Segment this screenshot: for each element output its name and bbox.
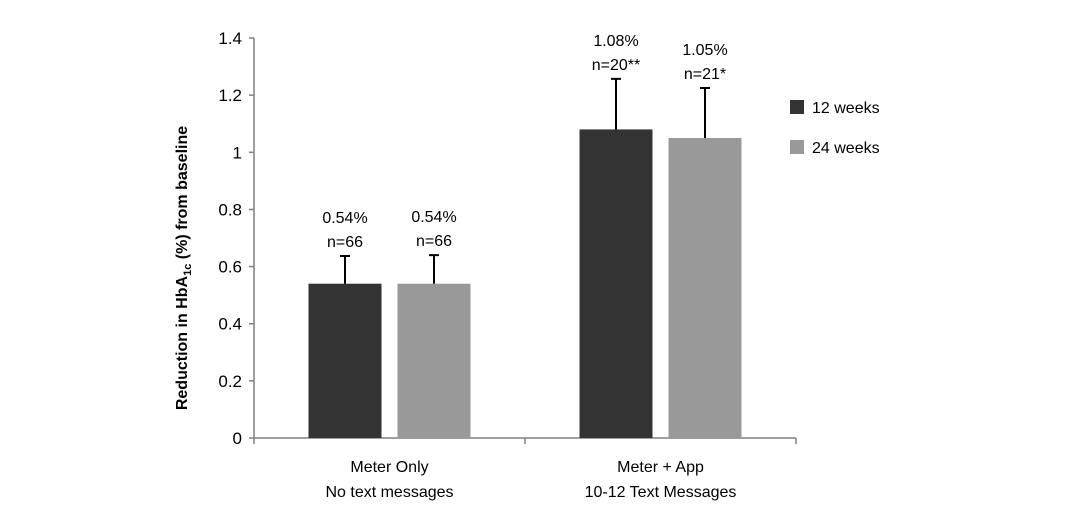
y-tick-label: 0.2 (218, 372, 242, 391)
bar-12-weeks (308, 283, 382, 438)
y-tick-label: 0.8 (218, 200, 242, 219)
data-label-percent: 1.08% (593, 33, 638, 50)
y-axis-label-subscript: 1c (182, 264, 194, 276)
data-label-percent: 1.05% (682, 42, 727, 59)
bar-24-weeks (397, 283, 471, 438)
data-label-n: n=66 (327, 234, 363, 251)
x-category-label-line2: 10-12 Text Messages (585, 484, 737, 501)
y-tick-label: 0.4 (218, 315, 242, 334)
bar-24-weeks (668, 138, 742, 438)
y-axis-label-suffix: (%) from baseline (174, 126, 191, 264)
y-axis-label: Reduction in HbA1c (%) from baseline (174, 126, 194, 410)
x-category-label-line2: No text messages (325, 484, 453, 501)
data-label-percent: 0.54% (411, 209, 456, 226)
legend-swatch (790, 100, 804, 114)
bars: 0.54% n=66 1.08% n=20** 0.54% n=66 1.05% n=21* (308, 33, 742, 438)
legend-swatch (790, 140, 804, 154)
y-axis-label-prefix: Reduction in HbA (174, 275, 191, 410)
axes: 0 0.2 0.4 0.6 0.8 1 1.2 1.4 Meter Only No text me… (218, 29, 797, 501)
legend: 12 weeks 24 weeks (790, 100, 880, 157)
y-tick-label: 1.4 (218, 29, 242, 48)
legend-label: 12 weeks (812, 100, 880, 117)
y-tick-label: 1 (233, 143, 242, 162)
data-label-percent: 0.54% (322, 210, 367, 227)
y-tick-label: 0 (233, 429, 242, 448)
bar-12-weeks (579, 129, 653, 438)
x-category-label-line1: Meter + App (617, 459, 704, 476)
y-tick-label: 0.6 (218, 258, 242, 277)
y-tick-label: 1.2 (218, 86, 242, 105)
data-label-n: n=66 (416, 233, 452, 250)
data-label-n: n=20** (592, 57, 641, 74)
legend-label: 24 weeks (812, 140, 880, 157)
x-category-label-line1: Meter Only (350, 459, 428, 476)
data-label-n: n=21* (684, 66, 726, 83)
